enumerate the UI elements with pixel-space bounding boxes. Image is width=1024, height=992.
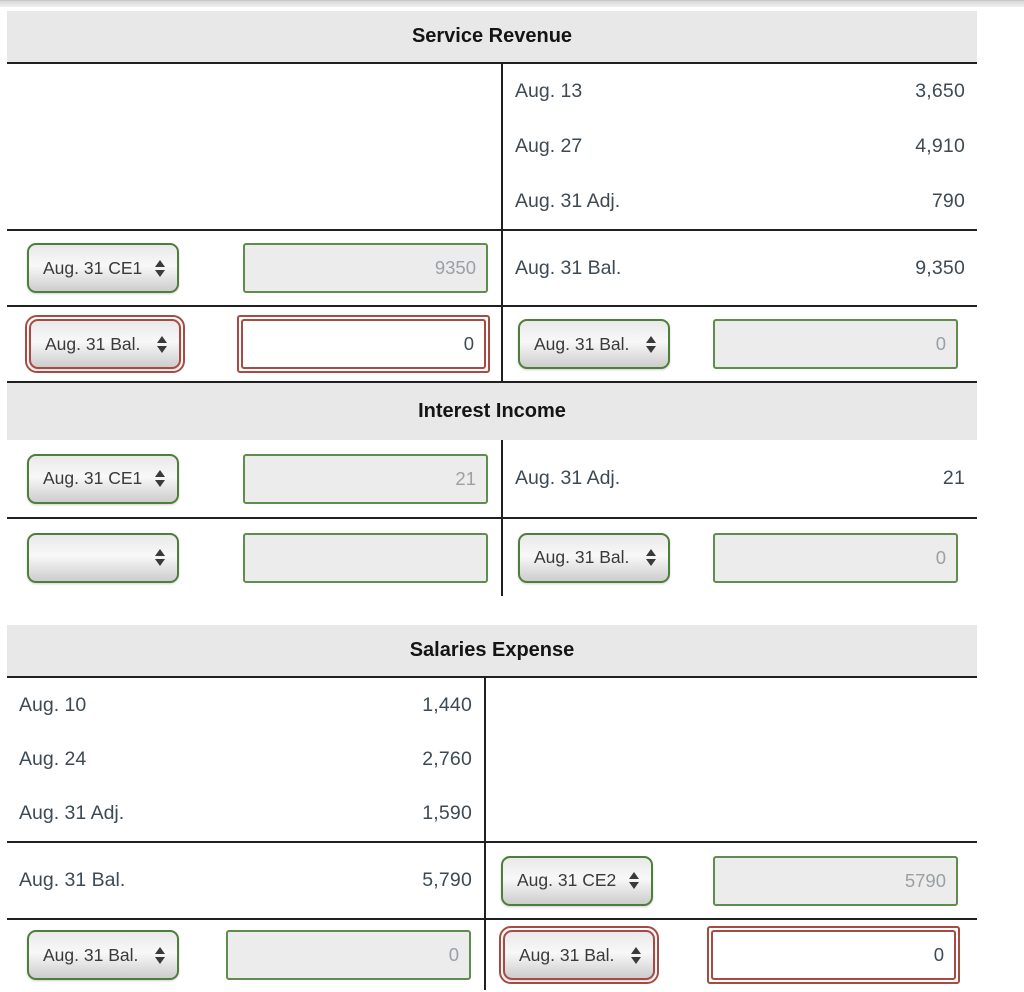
select-arrows-icon: [629, 872, 639, 889]
ledger-entry: Aug. 24 2,760: [7, 732, 484, 786]
select-value: Aug. 31 CE2: [517, 870, 617, 890]
select-value: Aug. 31 Bal.: [519, 944, 615, 965]
entry-date-label: Aug. 31 Adj.: [515, 190, 621, 212]
select-arrows-icon: [155, 259, 165, 277]
t-accounts-panel: Service Revenue Aug. 13 3,650 Aug. 27 4,…: [7, 11, 977, 990]
closing-entry-amount-input[interactable]: [243, 243, 488, 293]
entry-amount: 5,790: [422, 869, 472, 891]
entry-date-label: Aug. 27: [515, 135, 583, 157]
ledger-entry: Aug. 10 1,440: [7, 678, 484, 732]
error-highlight: [707, 926, 960, 984]
section-spacer: [7, 596, 977, 625]
select-arrows-icon: [631, 946, 641, 964]
entry-date-label: Aug. 10: [19, 693, 87, 716]
entry-amount: 1,590: [422, 802, 472, 825]
balance-amount-input[interactable]: [713, 319, 958, 369]
entry-amount: 9,350: [915, 256, 965, 279]
closing-entry-label-select[interactable]: Aug. 31 CE2: [501, 855, 653, 906]
select-arrows-icon: [155, 549, 165, 566]
t-account-service-revenue: Service Revenue Aug. 13 3,650 Aug. 27 4,…: [7, 11, 977, 383]
balance-amount-input[interactable]: [711, 930, 956, 980]
credit-column-empty: [484, 678, 977, 841]
entry-amount: 3,650: [915, 80, 965, 102]
entry-amount: 4,910: [915, 135, 965, 157]
ledger-entry: Aug. 31 Adj. 790: [503, 174, 977, 229]
entry-amount: 21: [942, 467, 965, 489]
entry-date-label: Aug. 24: [19, 747, 87, 770]
entry-date-label: Aug. 31 Adj.: [515, 467, 621, 489]
entry-date-label: Aug. 31 Bal.: [515, 256, 622, 279]
ledger-entry: Aug. 27 4,910: [503, 119, 977, 174]
ledger-entry: Aug. 31 Adj. 21: [503, 440, 977, 517]
select-arrows-icon: [155, 470, 165, 487]
balance-amount-input[interactable]: [241, 319, 486, 369]
balance-label-select[interactable]: Aug. 31 Bal.: [503, 930, 655, 980]
error-highlight: Aug. 31 Bal.: [499, 926, 659, 984]
select-arrows-icon: [646, 335, 656, 353]
empty-label-select[interactable]: [27, 532, 179, 583]
select-arrows-icon: [646, 549, 656, 566]
account-title: Salaries Expense: [7, 625, 977, 678]
select-value: Aug. 31 CE1: [43, 257, 143, 278]
entry-date-label: Aug. 31 Adj.: [19, 802, 125, 825]
closing-entry-amount-input[interactable]: [713, 855, 958, 906]
balance-label-select[interactable]: Aug. 31 Bal.: [518, 532, 670, 583]
select-value: Aug. 31 Bal.: [534, 333, 630, 354]
balance-label-select[interactable]: Aug. 31 Bal.: [29, 319, 181, 369]
t-account-interest-income: Interest Income Aug. 31 CE1 Aug. 31 Adj.…: [7, 383, 977, 596]
select-arrows-icon: [155, 946, 165, 964]
page-top-divider: [0, 0, 1024, 7]
select-value: Aug. 31 Bal.: [534, 547, 630, 567]
ledger-entry: Aug. 31 Adj. 1,590: [7, 787, 484, 841]
entry-date-label: Aug. 31 Bal.: [19, 869, 126, 891]
debit-column-empty: [7, 64, 501, 229]
closing-entry-label-select[interactable]: Aug. 31 CE1: [27, 243, 179, 293]
ledger-entry: Aug. 13 3,650: [503, 64, 977, 119]
select-arrows-icon: [157, 335, 167, 353]
t-account-salaries-expense: Salaries Expense Aug. 10 1,440 Aug. 24 2…: [7, 625, 977, 990]
entry-amount: 2,760: [422, 747, 472, 770]
account-title: Interest Income: [7, 383, 977, 440]
balance-label-select[interactable]: Aug. 31 Bal.: [518, 319, 670, 369]
error-highlight: Aug. 31 Bal.: [25, 315, 185, 373]
entry-date-label: Aug. 13: [515, 80, 583, 102]
closing-entry-label-select[interactable]: Aug. 31 CE1: [27, 453, 179, 504]
balance-amount-input[interactable]: [226, 930, 471, 980]
account-title: Service Revenue: [7, 11, 977, 64]
select-value: Aug. 31 Bal.: [45, 333, 141, 354]
balance-entry: Aug. 31 Bal. 9,350: [503, 231, 977, 305]
empty-amount-input[interactable]: [243, 532, 488, 583]
balance-amount-input[interactable]: [713, 532, 958, 583]
error-highlight: [237, 315, 490, 373]
select-value: Aug. 31 Bal.: [43, 944, 139, 965]
balance-label-select[interactable]: Aug. 31 Bal.: [27, 930, 179, 980]
entry-amount: 790: [931, 190, 965, 212]
entry-amount: 1,440: [422, 693, 472, 716]
select-value: Aug. 31 CE1: [43, 468, 143, 488]
balance-entry: Aug. 31 Bal. 5,790: [7, 843, 484, 918]
closing-entry-amount-input[interactable]: [243, 453, 488, 504]
